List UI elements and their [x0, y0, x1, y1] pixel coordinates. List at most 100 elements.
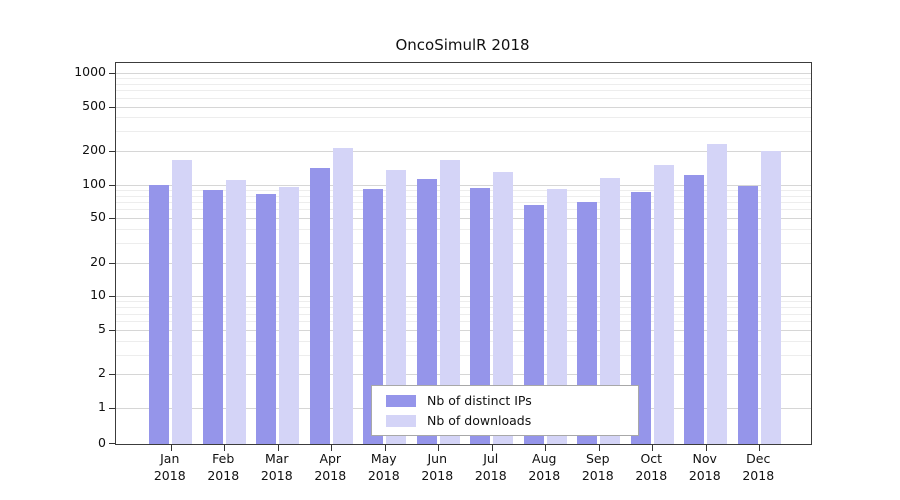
y-tick-mark: [109, 73, 115, 75]
bar-downloads-nov: [707, 144, 728, 444]
legend-label: Nb of distinct IPs: [427, 393, 532, 408]
x-tick-label: Sep 2018: [581, 451, 614, 483]
legend: Nb of distinct IPs Nb of downloads: [371, 385, 639, 436]
gridline-major: [116, 374, 811, 376]
gridline-minor: [116, 229, 811, 231]
gridline-minor: [116, 301, 811, 303]
y-tick-label: 5: [98, 320, 106, 336]
bar-downloads-jul: [493, 171, 514, 444]
bar-downloads-may: [386, 170, 407, 444]
bar-downloads-apr: [332, 148, 353, 444]
bar-distinct-ips-jun: [416, 179, 437, 444]
gridline-minor: [116, 354, 811, 356]
bar-distinct-ips-may: [363, 188, 384, 444]
bar-downloads-jan: [172, 159, 193, 444]
bar-downloads-feb: [225, 180, 246, 444]
y-tick-label: 10: [90, 287, 106, 303]
bar-downloads-jun: [439, 160, 460, 444]
y-axis-labels: 0 1 2 5 10 20 50 100 200 500 1000: [0, 62, 106, 450]
y-tick-label: 20: [90, 253, 106, 269]
bar-distinct-ips-aug: [523, 204, 544, 444]
bar-downloads-aug: [546, 188, 567, 444]
x-tick-mark: [438, 445, 440, 451]
bar-distinct-ips-mar: [256, 193, 277, 444]
legend-label: Nb of downloads: [427, 413, 532, 428]
chart-title: OncoSimulR 2018: [395, 36, 530, 54]
x-tick-label: Jan 2018: [153, 451, 186, 483]
x-tick-label: Mar 2018: [260, 451, 293, 483]
y-tick-label: 100: [82, 175, 106, 191]
y-tick-mark: [109, 184, 115, 186]
y-tick-label: 1000: [74, 64, 106, 80]
y-tick-mark: [109, 262, 115, 264]
x-tick-label: Aug 2018: [528, 451, 561, 483]
bar-distinct-ips-feb: [202, 189, 223, 444]
bar-distinct-ips-nov: [684, 175, 705, 444]
bar-distinct-ips-jan: [149, 184, 170, 444]
x-tick-mark: [705, 445, 707, 451]
plot-area: Nb of distinct IPs Nb of downloads: [109, 62, 812, 451]
bar-distinct-ips-oct: [630, 192, 651, 444]
y-tick-mark: [109, 443, 115, 444]
gridline-minor: [116, 209, 811, 211]
legend-swatch-distinct-ips: [386, 394, 416, 407]
gridline-major: [116, 262, 811, 264]
y-tick-mark: [109, 218, 115, 220]
y-tick-label: 2: [98, 365, 106, 381]
y-tick-mark: [109, 296, 115, 298]
gridline-major: [116, 151, 811, 153]
gridline-minor: [116, 340, 811, 342]
y-tick-label: 1: [98, 399, 106, 415]
y-tick-mark: [109, 106, 115, 108]
x-tick-mark: [598, 445, 600, 451]
x-tick-label: Jul 2018: [474, 451, 507, 483]
x-tick-mark: [491, 445, 493, 451]
x-tick-label: Jun 2018: [421, 451, 454, 483]
gridline-minor: [116, 97, 811, 99]
x-axis-labels: Jan 2018 Feb 2018 Mar 2018 Apr 2018 May 2018…: [115, 450, 810, 490]
gridline-minor: [116, 189, 811, 191]
gridline-minor: [116, 307, 811, 309]
bar-distinct-ips-dec: [737, 186, 758, 444]
gridline-minor: [116, 78, 811, 80]
x-tick-label: May 2018: [367, 451, 400, 483]
y-tick-label: 0: [98, 435, 106, 450]
y-tick-mark: [109, 329, 115, 331]
legend-item: Nb of distinct IPs: [372, 393, 638, 408]
gridline-minor: [116, 243, 811, 245]
gridline-minor: [116, 131, 811, 133]
y-tick-mark: [109, 374, 115, 376]
y-tick-label: 500: [82, 97, 106, 113]
bar-distinct-ips-sep: [577, 202, 598, 444]
x-tick-mark: [384, 445, 386, 451]
bar-distinct-ips-apr: [309, 168, 330, 444]
gridline-major: [116, 296, 811, 298]
gridline-major: [116, 184, 811, 186]
x-tick-label: Feb 2018: [207, 451, 240, 483]
legend-item: Nb of downloads: [372, 413, 638, 428]
x-tick-mark: [331, 445, 333, 451]
gridline-minor: [116, 202, 811, 203]
bar-downloads-mar: [279, 186, 300, 444]
gridline-minor: [116, 313, 811, 315]
bar-downloads-dec: [760, 150, 781, 444]
x-tick-mark: [759, 445, 761, 451]
y-tick-mark: [109, 408, 115, 410]
gridline-minor: [116, 117, 811, 119]
gridline-major: [116, 73, 811, 75]
y-tick-mark: [109, 151, 115, 153]
legend-swatch-downloads: [386, 414, 416, 427]
gridline-major: [116, 218, 811, 220]
x-tick-label: Apr 2018: [314, 451, 347, 483]
x-tick-mark: [224, 445, 226, 451]
bar-distinct-ips-jul: [470, 187, 491, 444]
y-tick-label: 50: [90, 209, 106, 225]
x-tick-label: Dec 2018: [742, 451, 775, 483]
x-tick-mark: [545, 445, 547, 451]
bar-downloads-sep: [600, 177, 621, 444]
x-tick-mark: [652, 445, 654, 451]
x-tick-mark: [277, 445, 279, 451]
bar-downloads-oct: [653, 165, 674, 444]
gridline-minor: [116, 90, 811, 92]
